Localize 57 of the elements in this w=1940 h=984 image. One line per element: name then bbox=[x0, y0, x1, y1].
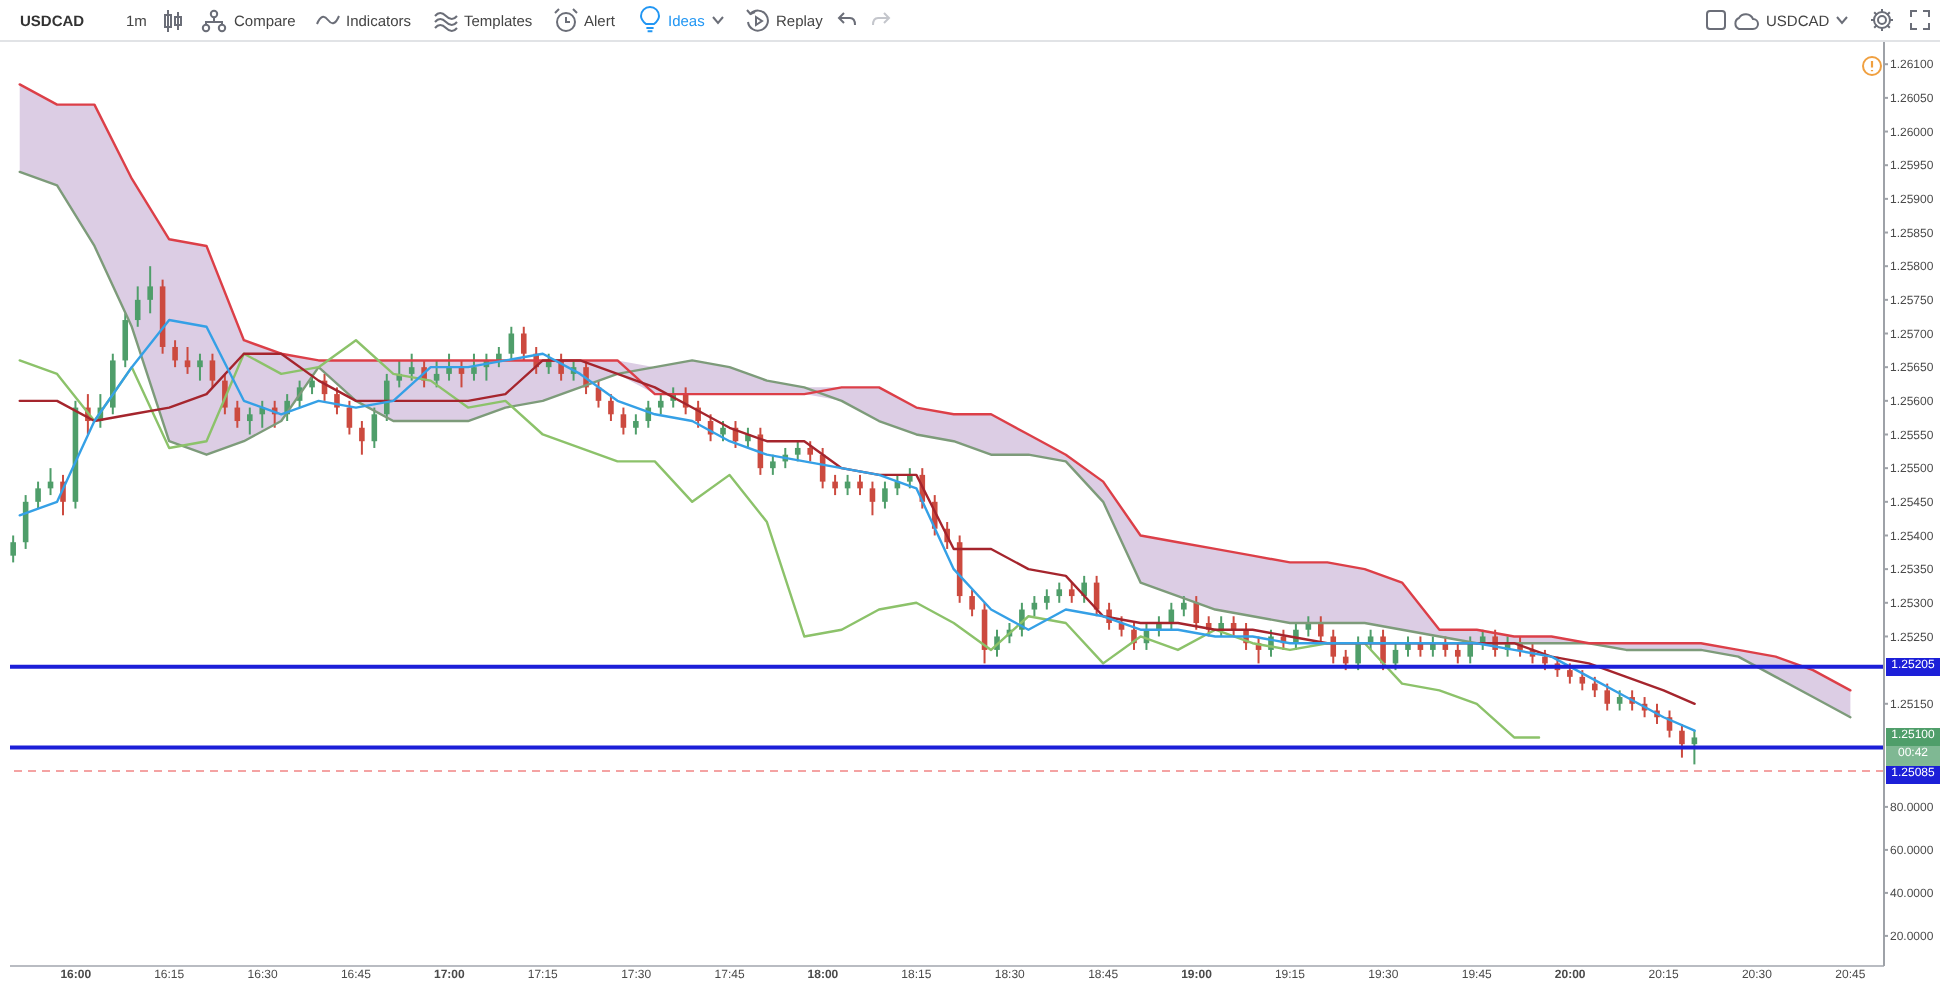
candlestick bbox=[1056, 581, 1063, 604]
candlestick bbox=[1691, 729, 1698, 766]
candlestick bbox=[1218, 615, 1224, 638]
candlestick bbox=[35, 480, 41, 510]
candlestick bbox=[520, 325, 527, 362]
candlestick bbox=[147, 265, 153, 315]
candlestick bbox=[1181, 595, 1187, 618]
candlestick bbox=[1193, 595, 1200, 631]
candlestick bbox=[209, 352, 216, 389]
candlestick bbox=[969, 588, 975, 618]
candlestick bbox=[371, 406, 378, 449]
candlestick bbox=[1031, 595, 1038, 618]
candlestick bbox=[110, 352, 116, 416]
candlestick bbox=[907, 467, 913, 490]
candlestick bbox=[134, 285, 141, 328]
candlestick bbox=[1467, 635, 1474, 665]
candlestick bbox=[1579, 669, 1586, 692]
candlestick bbox=[197, 352, 203, 382]
candlestick bbox=[184, 345, 191, 375]
candlestick bbox=[720, 420, 726, 443]
candlestick bbox=[1405, 635, 1411, 658]
candlestick bbox=[807, 440, 813, 463]
candlestick bbox=[1317, 615, 1324, 645]
candlestick bbox=[1604, 682, 1611, 712]
candlestick bbox=[1542, 648, 1548, 672]
candlestick bbox=[794, 440, 801, 463]
candlestick bbox=[608, 393, 614, 423]
candlestick bbox=[172, 339, 178, 369]
candlestick bbox=[1380, 628, 1386, 672]
candlestick bbox=[832, 473, 838, 497]
candlestick bbox=[1454, 642, 1461, 665]
candlestick bbox=[408, 352, 415, 382]
candlestick bbox=[620, 406, 627, 436]
candlestick bbox=[770, 453, 776, 476]
candlestick bbox=[657, 393, 664, 416]
candlestick bbox=[1567, 662, 1573, 685]
candlestick bbox=[1330, 628, 1337, 665]
candlestick bbox=[446, 352, 452, 382]
candlestick bbox=[1355, 635, 1361, 672]
candlestick bbox=[1044, 588, 1050, 611]
candlestick bbox=[857, 473, 863, 497]
candlestick bbox=[882, 480, 888, 510]
candlestick bbox=[359, 420, 365, 456]
candlestick bbox=[10, 534, 16, 564]
candlestick bbox=[1616, 689, 1623, 712]
candlestick bbox=[869, 480, 876, 517]
candlestick bbox=[247, 406, 253, 436]
candlestick bbox=[1679, 722, 1685, 759]
candlestick bbox=[1591, 675, 1598, 699]
line-series bbox=[18, 339, 1541, 739]
candlestick bbox=[1430, 635, 1436, 658]
candlestick bbox=[122, 312, 129, 369]
candlestick bbox=[1068, 581, 1075, 604]
candlestick bbox=[633, 413, 639, 436]
candlestick bbox=[471, 352, 477, 382]
candlestick bbox=[383, 372, 390, 423]
candlestick bbox=[433, 359, 440, 389]
